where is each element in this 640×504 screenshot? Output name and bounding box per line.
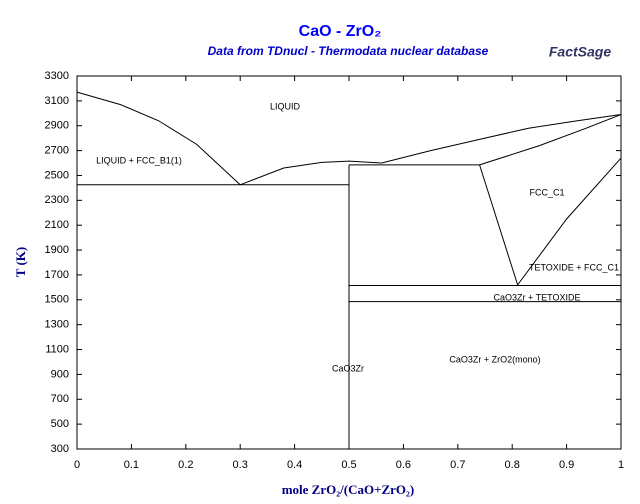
x-tick-label: 0.1 bbox=[124, 459, 139, 471]
y-tick-label: 2100 bbox=[45, 219, 69, 231]
phase-boundary bbox=[479, 164, 519, 286]
x-tick-label: 0.9 bbox=[559, 459, 574, 471]
y-tick-label: 1300 bbox=[45, 319, 69, 331]
y-tick-label: 900 bbox=[51, 368, 69, 380]
y-tick-label: 1700 bbox=[45, 269, 69, 281]
y-tick-label: 2700 bbox=[45, 145, 69, 157]
x-tick-label: 0 bbox=[74, 459, 80, 471]
x-axis-label: mole ZrO₂/(CaO+ZrO₂) bbox=[282, 482, 415, 497]
x-tick-label: 0.2 bbox=[178, 459, 193, 471]
phase-label: TETOXIDE + FCC_C1 bbox=[529, 262, 619, 272]
chart-title: CaO - ZrO₂ bbox=[299, 23, 382, 40]
phase-boundary bbox=[381, 114, 622, 164]
phase-boundary bbox=[479, 114, 622, 166]
phase-label: CaO3Zr bbox=[332, 363, 364, 373]
y-tick-label: 300 bbox=[51, 443, 69, 455]
phase-label: FCC_C1 bbox=[529, 187, 564, 197]
x-tick-label: 0.5 bbox=[341, 459, 356, 471]
y-tick-label: 3100 bbox=[45, 95, 69, 107]
phase-label: LIQUID + FCC_B1(1) bbox=[96, 155, 182, 165]
y-tick-label: 1900 bbox=[45, 244, 69, 256]
y-tick-label: 2900 bbox=[45, 120, 69, 132]
phase-label: CaO3Zr + TETOXIDE bbox=[494, 292, 581, 302]
x-tick-label: 0.7 bbox=[450, 459, 465, 471]
y-tick-label: 1500 bbox=[45, 294, 69, 306]
phase-label: LIQUID bbox=[270, 101, 301, 111]
y-tick-label: 700 bbox=[51, 393, 69, 405]
phase-boundary bbox=[76, 91, 241, 186]
y-tick-label: 500 bbox=[51, 418, 69, 430]
x-tick-label: 1 bbox=[618, 459, 624, 471]
x-tick-label: 0.4 bbox=[287, 459, 302, 471]
x-tick-label: 0.6 bbox=[396, 459, 411, 471]
phase-boundary bbox=[517, 157, 622, 286]
phase-label: CaO3Zr + ZrO2(mono) bbox=[449, 354, 540, 364]
y-tick-label: 3300 bbox=[45, 70, 69, 82]
logo: FactSage bbox=[549, 44, 611, 60]
y-tick-label: 2300 bbox=[45, 194, 69, 206]
y-tick-label: 2500 bbox=[45, 169, 69, 181]
x-tick-label: 0.3 bbox=[233, 459, 248, 471]
x-tick-label: 0.8 bbox=[505, 459, 520, 471]
y-axis-label: T (K) bbox=[13, 247, 28, 277]
y-tick-label: 1100 bbox=[45, 343, 69, 355]
phase-boundary bbox=[240, 160, 382, 186]
chart-subtitle: Data from TDnucl - Thermodata nuclear da… bbox=[208, 44, 489, 58]
